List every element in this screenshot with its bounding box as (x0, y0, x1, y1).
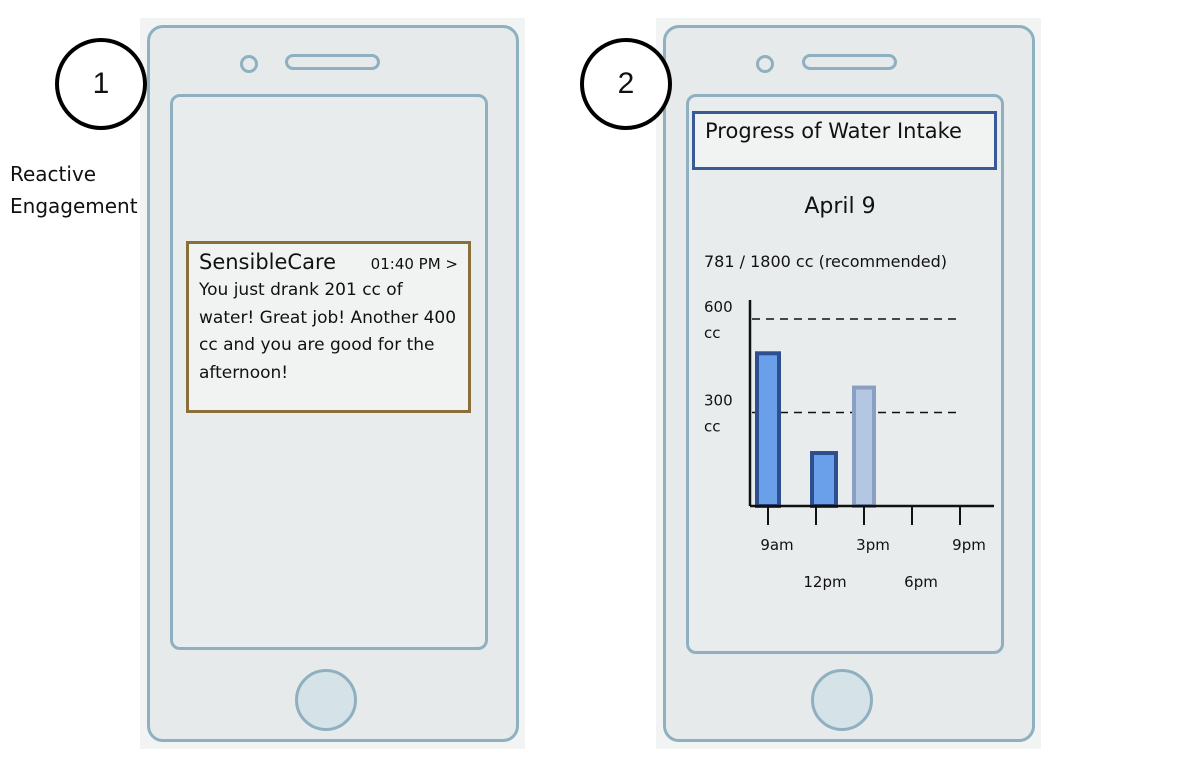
bar-12.5 (810, 451, 838, 508)
bar-15 (852, 385, 876, 509)
phone-2-home-button[interactable] (811, 669, 873, 731)
x-tick-label: 3pm (856, 536, 890, 554)
x-ticks: 9am 12pm 3pm 6pm 9pm (760, 506, 986, 591)
phone-2-speaker-icon (802, 54, 897, 70)
label-line-2: Engagement (10, 194, 138, 218)
x-tick-label: 9am (760, 536, 793, 554)
step-2-circle: 2 (580, 38, 672, 130)
phone-1-camera-icon (240, 55, 258, 73)
step-1-circle: 1 (55, 38, 147, 130)
phone-1-home-button[interactable] (295, 669, 357, 731)
notification-app-name: SensibleCare (199, 250, 337, 274)
phone-2-camera-icon (756, 55, 774, 73)
step-2-number: 2 (617, 67, 635, 100)
progress-title: Progress of Water Intake (692, 111, 997, 170)
notification-time[interactable]: 01:40 PM > (370, 255, 458, 273)
intake-summary: 781 / 1800 cc (recommended) (704, 252, 948, 271)
progress-date: April 9 (804, 194, 876, 219)
label-line-1: Reactive (10, 162, 97, 186)
y-tick-label: cc (704, 324, 721, 342)
y-tick-label: cc (704, 418, 721, 436)
y-tick-label: 600 (704, 298, 733, 316)
y-tick-label: 300 (704, 392, 733, 410)
step-1-number: 1 (92, 67, 110, 100)
reactive-engagement-label: Reactive Engagement (10, 158, 138, 222)
notification-header: SensibleCare 01:40 PM > (199, 250, 458, 274)
bar-9 (755, 351, 781, 508)
y-tick-labels: 600 cc 300 cc (704, 298, 733, 436)
x-tick-label: 6pm (904, 573, 938, 591)
notification-card[interactable]: SensibleCare 01:40 PM > You just drank 2… (186, 241, 471, 413)
phone-1-speaker-icon (285, 54, 380, 70)
notification-message: You just drank 201 cc of water! Great jo… (199, 280, 457, 383)
x-tick-label: 12pm (803, 573, 846, 591)
x-tick-label: 9pm (952, 536, 986, 554)
chart-bars (755, 351, 876, 509)
phone-2-screen (686, 94, 1004, 654)
